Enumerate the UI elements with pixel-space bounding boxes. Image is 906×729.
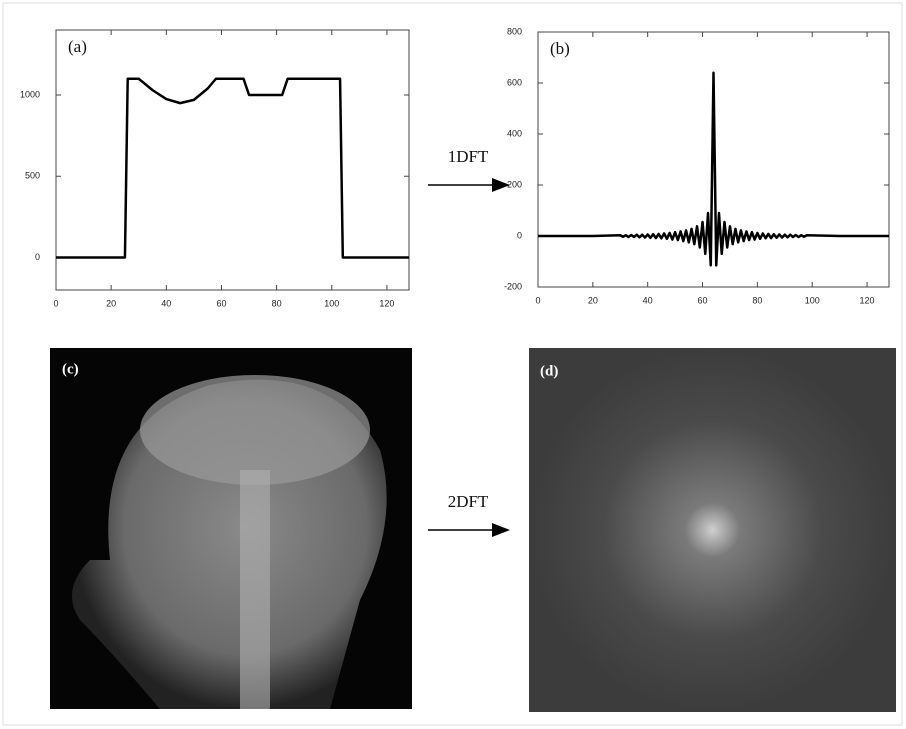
- x-tick-label: 80: [752, 295, 762, 305]
- x-tick-label: 0: [535, 295, 540, 305]
- arrow-head: [492, 178, 510, 192]
- x-tick-label: 40: [643, 295, 653, 305]
- y-tick-label: 600: [507, 77, 522, 87]
- y-tick-label: 400: [507, 128, 522, 138]
- spectrum-image: [529, 348, 896, 712]
- plot-frame: [55, 29, 410, 291]
- spine-shape: [240, 470, 270, 709]
- x-tick-label: 80: [272, 298, 282, 308]
- x-tick-label: 120: [379, 298, 394, 308]
- plot-frame: [537, 31, 890, 288]
- panel-label: (c): [62, 361, 79, 377]
- y-tick-label: -200: [504, 281, 522, 291]
- arrow-head: [492, 523, 510, 537]
- y-tick-label: 500: [25, 171, 40, 181]
- data-line: [538, 71, 889, 267]
- brain-shape: [140, 375, 370, 485]
- y-tick-label: 0: [517, 230, 522, 240]
- panel-label: (b): [550, 39, 570, 58]
- y-tick-label: 200: [507, 179, 522, 189]
- x-tick-label: 20: [588, 295, 598, 305]
- x-tick-label: 40: [161, 298, 171, 308]
- x-tick-label: 60: [698, 295, 708, 305]
- x-tick-label: 0: [53, 298, 58, 308]
- arrow-label: 2DFT: [448, 492, 489, 511]
- x-tick-label: 120: [860, 295, 875, 305]
- y-tick-label: 1000: [20, 89, 40, 99]
- x-tick-label: 20: [106, 298, 116, 308]
- data-line: [56, 77, 409, 259]
- panel-label: (d): [540, 363, 558, 379]
- x-tick-label: 60: [216, 298, 226, 308]
- panel-label: (a): [68, 37, 87, 56]
- y-tick-label: 800: [507, 26, 522, 36]
- arrow-label: 1DFT: [448, 147, 489, 166]
- x-tick-label: 100: [805, 295, 820, 305]
- x-tick-label: 100: [324, 298, 339, 308]
- y-tick-label: 0: [35, 252, 40, 262]
